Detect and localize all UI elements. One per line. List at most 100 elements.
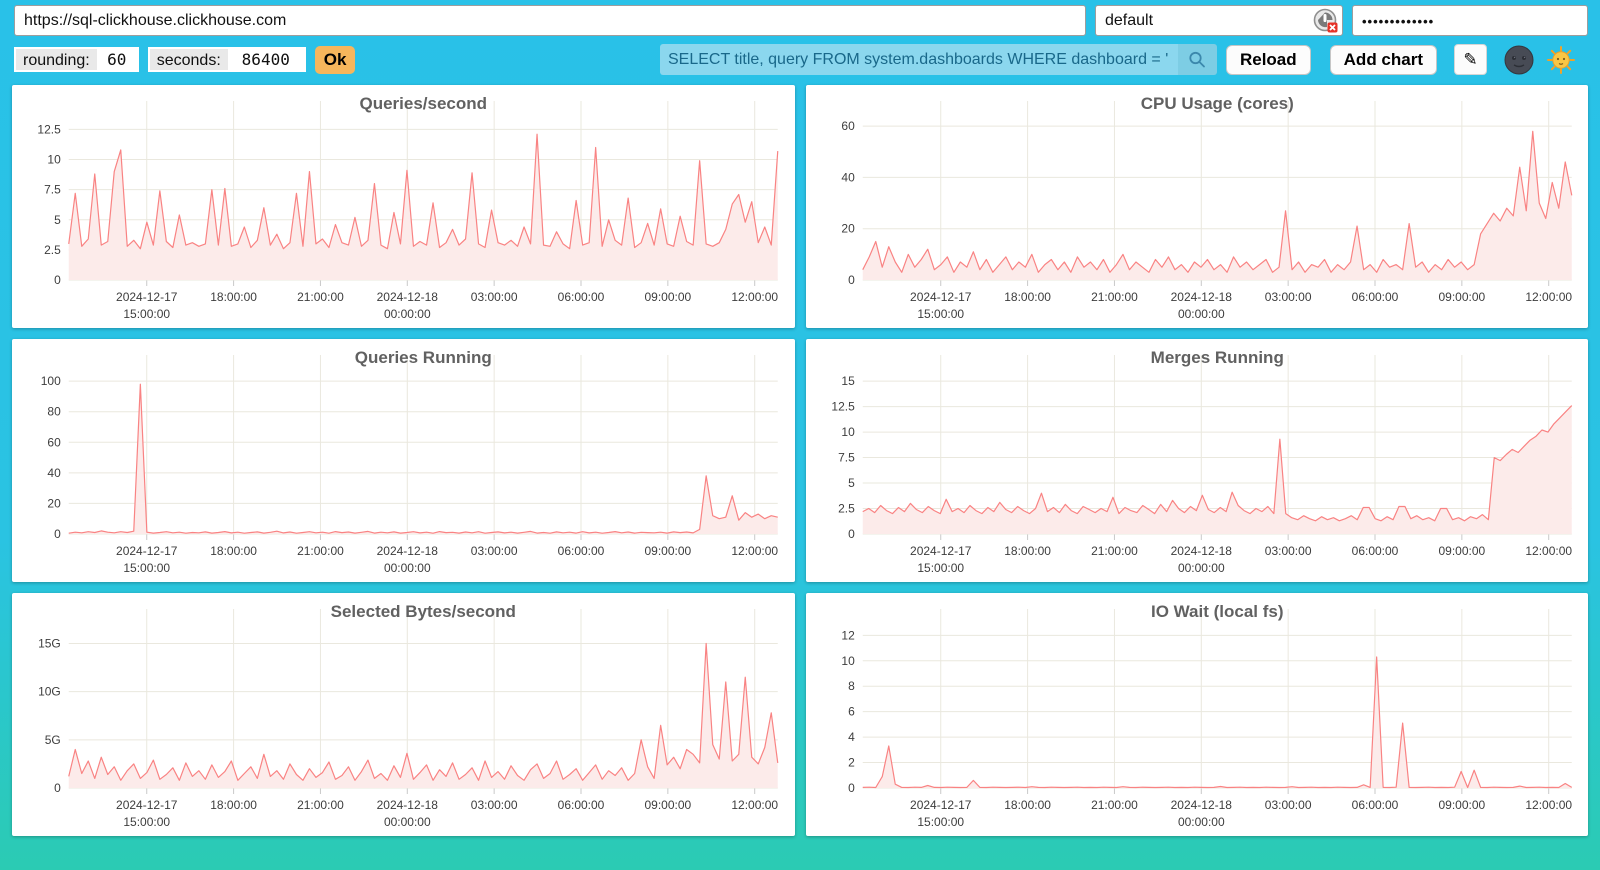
svg-text:21:00:00: 21:00:00	[1091, 290, 1138, 304]
theme-dark-toggle[interactable]	[1504, 45, 1534, 75]
svg-text:5G: 5G	[45, 733, 61, 747]
svg-text:00:00:00: 00:00:00	[1177, 561, 1224, 575]
add-chart-button[interactable]: Add chart	[1329, 44, 1437, 75]
svg-text:2024-12-18: 2024-12-18	[1170, 798, 1232, 812]
chart-panel-cpu-usage: 2024-12-17 15:00:00 18:00:00 21:00:00 2024-1…	[805, 85, 1589, 328]
svg-text:09:00:00: 09:00:00	[1438, 544, 1485, 558]
svg-text:15:00:00: 15:00:00	[917, 307, 964, 321]
svg-text:60: 60	[841, 119, 855, 133]
magnifier-icon	[1189, 51, 1206, 67]
svg-text:60: 60	[47, 435, 61, 449]
svg-text:7.5: 7.5	[838, 451, 855, 465]
svg-text:21:00:00: 21:00:00	[1091, 798, 1138, 812]
svg-text:20: 20	[47, 496, 61, 510]
svg-text:15:00:00: 15:00:00	[917, 815, 964, 829]
svg-text:15:00:00: 15:00:00	[123, 815, 170, 829]
svg-text:Merges Running: Merges Running	[1150, 348, 1283, 367]
chart-queries-running[interactable]: 2024-12-17 15:00:00 18:00:00 21:00:00 2024-1…	[12, 339, 795, 582]
theme-light-toggle[interactable]	[1546, 45, 1576, 75]
svg-text:10: 10	[841, 654, 855, 668]
svg-text:20: 20	[841, 222, 855, 236]
svg-text:12:00:00: 12:00:00	[731, 290, 778, 304]
svg-text:6: 6	[848, 705, 855, 719]
chart-merges-running[interactable]: 2024-12-17 15:00:00 18:00:00 21:00:00 2024-1…	[806, 339, 1589, 582]
seconds-field: seconds:	[147, 47, 306, 72]
svg-text:10: 10	[47, 153, 61, 167]
svg-text:06:00:00: 06:00:00	[558, 290, 605, 304]
user-field-wrap	[1095, 5, 1343, 36]
svg-text:2024-12-18: 2024-12-18	[1170, 290, 1232, 304]
svg-text:12.5: 12.5	[831, 400, 855, 414]
seconds-label: seconds:	[149, 49, 228, 70]
svg-text:15:00:00: 15:00:00	[917, 561, 964, 575]
svg-text:Selected Bytes/second: Selected Bytes/second	[331, 602, 516, 621]
svg-text:2024-12-18: 2024-12-18	[377, 798, 439, 812]
seconds-input[interactable]	[227, 49, 304, 70]
chart-panel-queries-per-second: 2024-12-17 15:00:00 18:00:00 21:00:00 2024-1…	[12, 85, 795, 328]
svg-text:12:00:00: 12:00:00	[731, 798, 778, 812]
svg-text:15: 15	[841, 374, 855, 388]
svg-text:21:00:00: 21:00:00	[297, 290, 344, 304]
dashboard-query-input[interactable]	[659, 44, 1178, 75]
svg-text:2024-12-17: 2024-12-17	[116, 544, 178, 558]
svg-text:15:00:00: 15:00:00	[123, 307, 170, 321]
chart-queries-per-second[interactable]: 2024-12-17 15:00:00 18:00:00 21:00:00 2024-1…	[12, 85, 795, 328]
chart-panel-io-wait: 2024-12-17 15:00:00 18:00:00 21:00:00 2024-1…	[805, 593, 1589, 836]
new-moon-face-icon	[1504, 45, 1534, 74]
svg-text:00:00:00: 00:00:00	[384, 307, 431, 321]
chart-panel-merges-running: 2024-12-17 15:00:00 18:00:00 21:00:00 2024-1…	[805, 339, 1589, 582]
svg-text:8: 8	[848, 679, 855, 693]
svg-text:5: 5	[848, 476, 855, 490]
reload-button[interactable]: Reload	[1225, 44, 1311, 75]
ok-button[interactable]: Ok	[314, 45, 356, 74]
svg-text:06:00:00: 06:00:00	[1351, 290, 1398, 304]
svg-text:06:00:00: 06:00:00	[558, 798, 605, 812]
svg-text:2024-12-18: 2024-12-18	[1170, 544, 1232, 558]
svg-text:03:00:00: 03:00:00	[471, 544, 518, 558]
svg-text:0: 0	[848, 273, 855, 287]
svg-text:10G: 10G	[38, 685, 61, 699]
chart-io-wait[interactable]: 2024-12-17 15:00:00 18:00:00 21:00:00 2024-1…	[806, 593, 1589, 836]
svg-text:18:00:00: 18:00:00	[210, 798, 257, 812]
broken-image-icon	[1313, 8, 1338, 33]
svg-text:0: 0	[848, 527, 855, 541]
svg-text:00:00:00: 00:00:00	[384, 561, 431, 575]
svg-text:21:00:00: 21:00:00	[297, 798, 344, 812]
svg-text:12:00:00: 12:00:00	[731, 544, 778, 558]
svg-text:03:00:00: 03:00:00	[471, 290, 518, 304]
svg-text:06:00:00: 06:00:00	[1351, 798, 1398, 812]
edit-button[interactable]: ✎	[1454, 44, 1487, 75]
rounding-input[interactable]	[96, 49, 137, 70]
svg-text:21:00:00: 21:00:00	[1091, 544, 1138, 558]
svg-text:2024-12-17: 2024-12-17	[910, 798, 972, 812]
svg-text:09:00:00: 09:00:00	[644, 798, 691, 812]
toolbar: rounding: seconds: Ok Reload Add chart ✎	[0, 0, 1600, 76]
svg-text:2.5: 2.5	[838, 502, 855, 516]
svg-text:00:00:00: 00:00:00	[1177, 307, 1224, 321]
svg-text:12:00:00: 12:00:00	[1525, 544, 1572, 558]
user-input[interactable]	[1095, 5, 1343, 36]
svg-text:2024-12-18: 2024-12-18	[377, 544, 439, 558]
svg-text:12:00:00: 12:00:00	[1525, 290, 1572, 304]
password-input[interactable]	[1352, 5, 1588, 36]
svg-text:12.5: 12.5	[37, 122, 61, 136]
svg-text:03:00:00: 03:00:00	[1264, 290, 1311, 304]
chart-selected-bytes[interactable]: 2024-12-17 15:00:00 18:00:00 21:00:00 2024-1…	[12, 593, 795, 836]
svg-text:0: 0	[54, 781, 61, 795]
connection-row	[14, 5, 1588, 36]
svg-text:2024-12-17: 2024-12-17	[116, 798, 178, 812]
url-input[interactable]	[14, 5, 1086, 36]
svg-text:06:00:00: 06:00:00	[558, 544, 605, 558]
pencil-icon: ✎	[1463, 49, 1478, 69]
svg-text:10: 10	[841, 425, 855, 439]
svg-text:09:00:00: 09:00:00	[644, 544, 691, 558]
svg-text:CPU Usage (cores): CPU Usage (cores)	[1140, 94, 1293, 113]
svg-text:09:00:00: 09:00:00	[644, 290, 691, 304]
search-button[interactable]	[1177, 44, 1217, 75]
svg-text:2024-12-17: 2024-12-17	[116, 290, 178, 304]
svg-text:2024-12-17: 2024-12-17	[910, 544, 972, 558]
svg-text:Queries/second: Queries/second	[359, 94, 487, 113]
chart-panel-queries-running: 2024-12-17 15:00:00 18:00:00 21:00:00 2024-1…	[12, 339, 795, 582]
chart-cpu-usage[interactable]: 2024-12-17 15:00:00 18:00:00 21:00:00 2024-1…	[806, 85, 1589, 328]
rounding-label: rounding:	[16, 49, 97, 70]
